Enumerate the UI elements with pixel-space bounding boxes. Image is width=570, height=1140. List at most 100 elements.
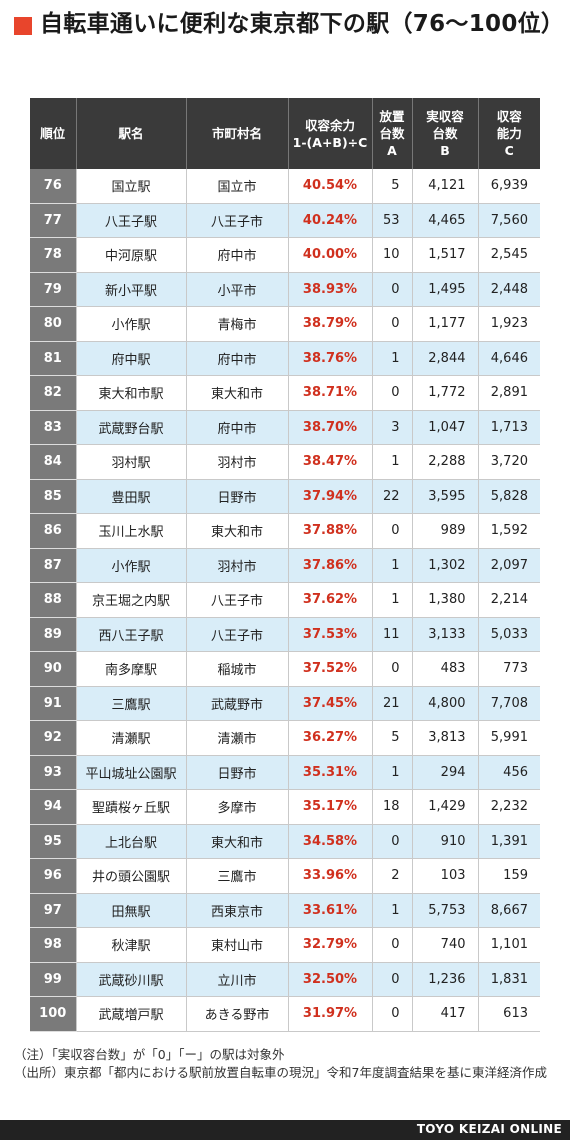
abandoned-cell: 1	[372, 893, 413, 928]
abandoned-cell: 3	[372, 410, 413, 445]
city-cell: 国立市	[186, 169, 289, 204]
rate-cell: 37.52%	[288, 651, 373, 687]
table-header-row: 順位 駅名 市町村名 収容余力 1-(A+B)÷C 放置 台数 A 実収容 台数…	[30, 98, 540, 169]
city-cell: 東大和市	[186, 513, 289, 549]
city-cell: 日野市	[186, 755, 289, 790]
station-cell: 上北台駅	[76, 824, 187, 859]
source-text: （出所）東京都「都内における駅前放置自転車の現況」令和7年度調査結果を基に東洋経…	[14, 1065, 547, 1080]
actual-cell: 5,753	[412, 893, 479, 928]
capacity-cell: 1,831	[478, 962, 540, 997]
capacity-cell: 1,592	[478, 513, 540, 549]
actual-cell: 483	[412, 651, 479, 687]
rank-cell: 100	[30, 996, 77, 1032]
actual-cell: 4,465	[412, 203, 479, 238]
actual-cell: 294	[412, 755, 479, 790]
table-row: 76 国立駅 国立市 40.54% 5 4,121 6,939	[30, 169, 540, 204]
capacity-cell: 1,923	[478, 306, 540, 342]
station-cell: 羽村駅	[76, 444, 187, 480]
city-cell: 立川市	[186, 962, 289, 997]
station-cell: 井の頭公園駅	[76, 858, 187, 894]
rate-cell: 31.97%	[288, 996, 373, 1032]
header-rank: 順位	[30, 98, 77, 169]
capacity-cell: 456	[478, 755, 540, 790]
station-cell: 平山城址公園駅	[76, 755, 187, 790]
city-cell: 東村山市	[186, 927, 289, 963]
header-abandoned-line3: A	[387, 143, 397, 158]
station-cell: 新小平駅	[76, 272, 187, 307]
station-cell: 田無駅	[76, 893, 187, 928]
rank-cell: 98	[30, 927, 77, 963]
rate-cell: 33.61%	[288, 893, 373, 928]
station-cell: 豊田駅	[76, 479, 187, 514]
rank-cell: 99	[30, 962, 77, 997]
station-cell: 玉川上水駅	[76, 513, 187, 549]
rank-cell: 77	[30, 203, 77, 238]
abandoned-cell: 5	[372, 720, 413, 756]
city-cell: 八王子市	[186, 582, 289, 618]
ranking-table: 順位 駅名 市町村名 収容余力 1-(A+B)÷C 放置 台数 A 実収容 台数…	[30, 98, 540, 1032]
rate-cell: 38.79%	[288, 306, 373, 342]
rank-cell: 95	[30, 824, 77, 859]
actual-cell: 2,844	[412, 341, 479, 376]
station-cell: 聖蹟桜ヶ丘駅	[76, 789, 187, 825]
capacity-cell: 2,097	[478, 548, 540, 583]
abandoned-cell: 21	[372, 686, 413, 721]
station-cell: 武蔵増戸駅	[76, 996, 187, 1032]
rank-cell: 83	[30, 410, 77, 445]
capacity-cell: 2,214	[478, 582, 540, 618]
rate-cell: 38.47%	[288, 444, 373, 480]
table-row: 94 聖蹟桜ヶ丘駅 多摩市 35.17% 18 1,429 2,232	[30, 789, 540, 825]
rate-cell: 34.58%	[288, 824, 373, 859]
table-row: 87 小作駅 羽村市 37.86% 1 1,302 2,097	[30, 548, 540, 583]
rate-cell: 33.96%	[288, 858, 373, 894]
rank-cell: 94	[30, 789, 77, 825]
city-cell: 西東京市	[186, 893, 289, 928]
capacity-cell: 1,391	[478, 824, 540, 859]
rate-cell: 35.31%	[288, 755, 373, 790]
rank-cell: 87	[30, 548, 77, 583]
city-cell: 府中市	[186, 341, 289, 376]
rate-cell: 37.53%	[288, 617, 373, 652]
city-cell: 府中市	[186, 237, 289, 273]
header-abandoned: 放置 台数 A	[372, 98, 413, 169]
rate-cell: 38.71%	[288, 375, 373, 411]
station-cell: 武蔵砂川駅	[76, 962, 187, 997]
rate-cell: 36.27%	[288, 720, 373, 756]
abandoned-cell: 0	[372, 996, 413, 1032]
table-row: 82 東大和市駅 東大和市 38.71% 0 1,772 2,891	[30, 375, 540, 411]
header-rate: 収容余力 1-(A+B)÷C	[288, 98, 373, 169]
capacity-cell: 5,991	[478, 720, 540, 756]
abandoned-cell: 22	[372, 479, 413, 514]
title-block: 自転車通いに便利な東京都下の駅（76〜100位）	[14, 8, 564, 40]
table-row: 98 秋津駅 東村山市 32.79% 0 740 1,101	[30, 927, 540, 963]
city-cell: 三鷹市	[186, 858, 289, 894]
city-cell: 八王子市	[186, 203, 289, 238]
capacity-cell: 4,646	[478, 341, 540, 376]
station-cell: 国立駅	[76, 169, 187, 204]
capacity-cell: 7,560	[478, 203, 540, 238]
table-row: 80 小作駅 青梅市 38.79% 0 1,177 1,923	[30, 306, 540, 342]
table-row: 91 三鷹駅 武蔵野市 37.45% 21 4,800 7,708	[30, 686, 540, 721]
capacity-cell: 8,667	[478, 893, 540, 928]
header-capacity-line3: C	[504, 143, 514, 158]
actual-cell: 3,133	[412, 617, 479, 652]
station-cell: 小作駅	[76, 306, 187, 342]
note-text: （注）「実収容台数」が「0」「ー」の駅は対象外	[14, 1047, 285, 1062]
capacity-cell: 5,828	[478, 479, 540, 514]
station-cell: 秋津駅	[76, 927, 187, 963]
rate-cell: 32.79%	[288, 927, 373, 963]
header-capacity-line2: 能力	[496, 126, 522, 141]
abandoned-cell: 1	[372, 582, 413, 618]
header-rate-line2: 1-(A+B)÷C	[292, 134, 368, 150]
abandoned-cell: 2	[372, 858, 413, 894]
capacity-cell: 7,708	[478, 686, 540, 721]
abandoned-cell: 1	[372, 444, 413, 480]
capacity-cell: 159	[478, 858, 540, 894]
title-accent-square	[14, 17, 32, 35]
abandoned-cell: 0	[372, 306, 413, 342]
header-abandoned-line2: 台数	[379, 126, 405, 141]
rank-cell: 92	[30, 720, 77, 756]
header-actual-line3: B	[440, 143, 450, 158]
abandoned-cell: 0	[372, 375, 413, 411]
header-abandoned-line1: 放置	[379, 109, 405, 124]
